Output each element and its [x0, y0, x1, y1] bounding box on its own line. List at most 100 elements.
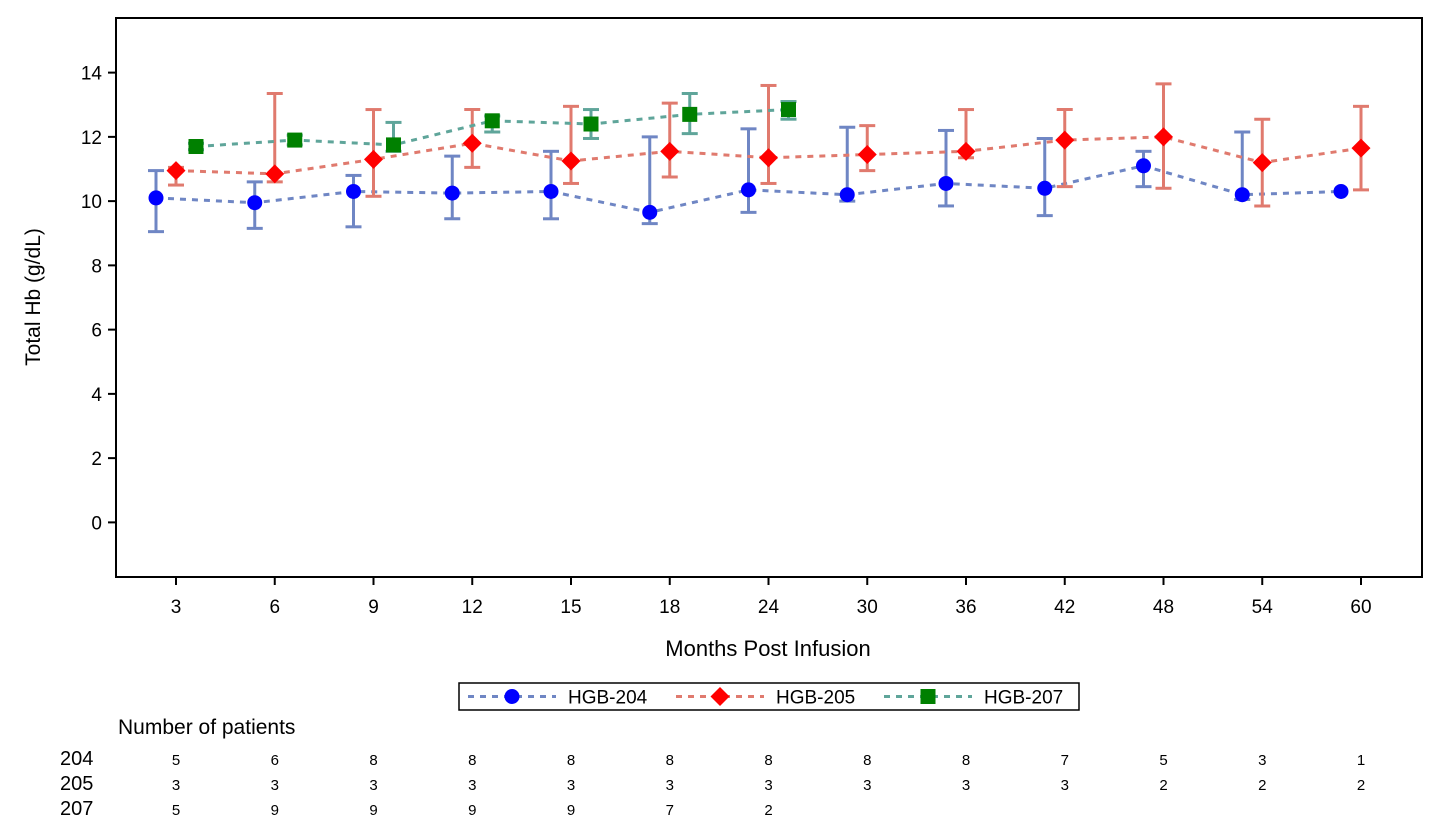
- legend-marker: [710, 687, 730, 706]
- data-point: [188, 139, 204, 155]
- patients-count: 3: [1061, 777, 1069, 794]
- x-tick-label: 3: [171, 597, 182, 618]
- series-hgb-207: [188, 91, 797, 155]
- data-point: [484, 113, 500, 129]
- patients-count: 3: [1258, 752, 1266, 769]
- x-tick-label: 36: [955, 597, 976, 618]
- patients-count: 3: [567, 777, 575, 794]
- patients-count: 8: [666, 752, 674, 769]
- data-point: [781, 102, 796, 118]
- data-point: [857, 145, 877, 165]
- x-tick-label: 60: [1350, 597, 1371, 618]
- data-point: [148, 190, 164, 206]
- error-bar: [563, 104, 579, 185]
- patients-count: 8: [468, 752, 476, 769]
- patients-row-label: 207: [60, 798, 93, 820]
- patients-count: 3: [962, 777, 970, 794]
- patients-count: 7: [666, 802, 674, 819]
- patients-count: 5: [172, 802, 180, 819]
- data-point: [346, 183, 361, 199]
- patients-count: 9: [468, 802, 476, 819]
- patients-count: 9: [271, 802, 279, 819]
- x-tick-label: 15: [560, 597, 581, 618]
- legend-entry: HGB-204: [468, 688, 648, 709]
- data-point: [561, 151, 581, 171]
- data-point: [1333, 183, 1349, 199]
- error-bar: [938, 128, 954, 208]
- patients-count: 3: [271, 777, 279, 794]
- patients-count: 9: [369, 802, 377, 819]
- y-tick-label: 0: [91, 513, 102, 534]
- error-bar: [760, 83, 777, 185]
- patients-count: 8: [962, 752, 970, 769]
- patients-count: 8: [863, 752, 871, 769]
- data-point: [1234, 187, 1250, 203]
- data-point: [166, 161, 186, 181]
- x-axis-label: Months Post Infusion: [665, 636, 870, 661]
- y-tick-label: 6: [91, 321, 102, 342]
- data-point: [938, 175, 954, 191]
- error-bar: [1036, 136, 1053, 218]
- data-point: [642, 204, 658, 220]
- data-point: [682, 106, 698, 122]
- data-point: [1136, 158, 1151, 174]
- x-tick-label: 48: [1153, 597, 1174, 618]
- data-point: [265, 164, 285, 184]
- data-point: [1351, 138, 1371, 158]
- patients-table-title: Number of patients: [118, 716, 295, 739]
- y-tick-label: 4: [91, 385, 102, 406]
- patients-count: 8: [369, 752, 377, 769]
- x-tick-label: 12: [462, 597, 483, 618]
- data-point: [1154, 127, 1173, 147]
- data-point: [1252, 153, 1272, 173]
- patients-row-label: 205: [60, 773, 93, 795]
- data-point: [386, 137, 401, 153]
- patients-count: 1: [1357, 752, 1365, 769]
- patients-row-205: 205 3 3 3 3 3 3 3 3 3 3 2 2 2: [60, 773, 1365, 795]
- patients-count: 3: [863, 777, 871, 794]
- data-point: [247, 195, 263, 211]
- patients-count: 2: [1357, 777, 1365, 794]
- x-tick-label: 42: [1054, 597, 1075, 618]
- error-bar: [345, 173, 362, 229]
- legend-entry: HGB-207: [884, 688, 1063, 709]
- patients-count: 2: [1258, 777, 1266, 794]
- patients-row-label: 204: [60, 748, 93, 770]
- data-point: [660, 141, 680, 161]
- legend-label: HGB-207: [984, 688, 1063, 709]
- patients-count: 2: [1159, 777, 1167, 794]
- patients-count: 8: [764, 752, 772, 769]
- x-tick-label: 24: [758, 597, 780, 618]
- legend: HGB-204 HGB-205 HGB-207: [458, 682, 1080, 711]
- x-tick-label: 9: [368, 597, 379, 618]
- legend-label: HGB-205: [776, 688, 855, 709]
- patients-count: 3: [666, 777, 674, 794]
- data-point: [583, 116, 599, 132]
- patients-count: 6: [271, 752, 279, 769]
- y-tick-label: 10: [81, 192, 102, 213]
- patients-count: 3: [172, 777, 180, 794]
- patients-count: 5: [1159, 752, 1167, 769]
- patients-count: 7: [1061, 752, 1069, 769]
- x-tick-label: 18: [659, 597, 680, 618]
- data-point: [543, 183, 559, 199]
- patients-count: 3: [468, 777, 476, 794]
- patients-count: 3: [764, 777, 772, 794]
- y-tick-label: 2: [91, 449, 102, 470]
- error-bar: [661, 101, 678, 179]
- data-point: [839, 187, 855, 203]
- data-point: [287, 132, 303, 148]
- legend-marker: [920, 689, 936, 704]
- data-point: [759, 148, 778, 168]
- patients-row-207: 207 5 9 9 9 9 7 2: [60, 798, 773, 820]
- plot-area: [148, 82, 1371, 234]
- patients-count: 8: [567, 752, 575, 769]
- patients-count: 3: [369, 777, 377, 794]
- data-point: [364, 149, 383, 169]
- y-tick-label: 14: [81, 64, 103, 85]
- data-point: [444, 185, 460, 201]
- error-bar: [740, 127, 757, 214]
- legend-entry: HGB-205: [676, 687, 855, 709]
